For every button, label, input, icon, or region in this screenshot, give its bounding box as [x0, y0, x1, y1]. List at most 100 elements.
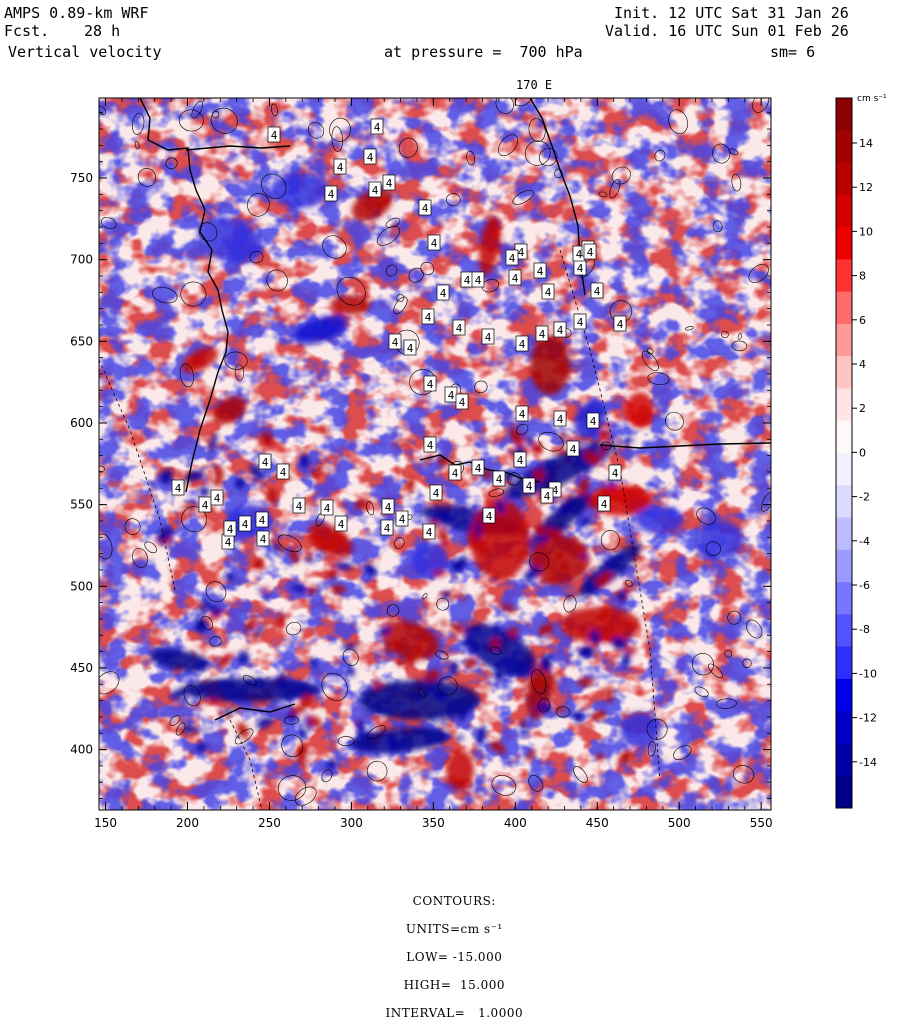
velocity-cell	[610, 636, 628, 650]
x-tick-label: 200	[176, 816, 199, 830]
velocity-cell	[636, 506, 684, 534]
contour-label-box	[380, 519, 394, 536]
contour-line	[396, 294, 405, 302]
contour-label: 4	[242, 518, 249, 531]
contour-line	[386, 604, 400, 617]
contour-label: 4	[577, 262, 584, 275]
velocity-cell	[360, 680, 480, 720]
velocity-cell	[450, 562, 458, 569]
contour-label: 4	[519, 408, 526, 421]
contour-line	[724, 650, 733, 658]
contour-line	[712, 143, 731, 164]
velocity-cell	[482, 469, 493, 479]
meridian-label: 170 E	[516, 78, 553, 92]
contour-label: 4	[427, 378, 434, 391]
contour-label-box	[492, 470, 506, 487]
velocity-cell	[396, 657, 404, 667]
velocity-cell	[236, 722, 249, 739]
velocity-cell	[579, 476, 589, 496]
velocity-cell	[181, 346, 219, 374]
contour-line	[573, 766, 588, 783]
velocity-cell	[463, 623, 537, 677]
contour-label-box	[333, 158, 347, 175]
contour-label-box	[334, 515, 348, 532]
velocity-cell	[249, 464, 265, 480]
velocity-cell	[577, 677, 595, 687]
velocity-cell	[245, 615, 258, 632]
contour-line	[708, 663, 723, 679]
contour-line	[234, 728, 254, 745]
velocity-cell	[383, 645, 391, 655]
contour-line	[209, 636, 222, 647]
contour-label: 4	[367, 151, 374, 164]
contour-line	[481, 279, 500, 293]
contour-line	[528, 775, 544, 792]
contour-line	[715, 698, 737, 709]
x-tick-label: 450	[586, 816, 609, 830]
contour-label-box	[566, 440, 580, 457]
contour-label: 4	[612, 467, 619, 480]
velocity-cell	[599, 429, 609, 439]
contour-line	[531, 669, 547, 695]
contour-line	[694, 686, 709, 698]
contour-label-box	[541, 283, 555, 300]
contour-label-box	[423, 436, 437, 453]
contour-label: 4	[459, 396, 466, 409]
velocity-cell	[387, 733, 398, 750]
contour-label: 4	[448, 389, 455, 402]
velocity-cell	[442, 590, 450, 601]
contour-line	[748, 264, 769, 283]
y-tick-label: 750	[70, 171, 93, 185]
colorbar-label: 0	[859, 446, 866, 459]
velocity-cell	[524, 434, 534, 447]
velocity-cell	[197, 216, 263, 264]
contour-label-box	[223, 520, 237, 537]
velocity-cell	[377, 626, 391, 637]
contour-line	[647, 741, 656, 757]
colorbar-label: -14	[859, 756, 877, 769]
contour-line	[321, 769, 333, 783]
contour-label-box	[320, 499, 334, 516]
contour-label: 4	[456, 322, 463, 335]
contour-label-box	[553, 410, 567, 427]
contour-line	[641, 350, 659, 372]
contour-line	[266, 269, 288, 292]
contour-label-box	[522, 477, 536, 494]
contour-label: 4	[517, 454, 524, 467]
contour-label-box	[382, 174, 396, 191]
colorbar-segment	[836, 711, 852, 744]
velocity-cell	[424, 670, 440, 682]
velocity-cell	[626, 392, 654, 428]
contour-line	[132, 547, 148, 568]
velocity-cell	[286, 712, 299, 722]
colorbar-segment	[836, 646, 852, 680]
contour-label: 4	[539, 328, 546, 341]
contour-line	[152, 286, 178, 304]
velocity-cell	[583, 645, 595, 657]
contour-line	[538, 431, 564, 452]
contour-line	[277, 775, 307, 801]
velocity-cell	[302, 695, 313, 705]
contour-line	[495, 98, 514, 114]
contour-label-box	[292, 497, 306, 514]
field-name: Vertical velocity	[8, 43, 162, 61]
contour-label: 4	[496, 473, 503, 486]
velocity-cell	[520, 719, 526, 733]
contour-line	[696, 507, 716, 525]
contour-label: 4	[259, 514, 266, 527]
contour-label: 4	[552, 484, 559, 497]
velocity-cell	[616, 589, 628, 602]
contour-label-box	[586, 412, 600, 429]
velocity-cell	[559, 501, 573, 513]
contour-line	[393, 296, 408, 315]
velocity-cell	[381, 620, 439, 660]
velocity-cell	[212, 464, 224, 480]
velocity-cell	[268, 487, 277, 507]
x-tick-label: 350	[422, 816, 445, 830]
contour-line	[745, 619, 763, 639]
contour-line	[705, 541, 721, 556]
velocity-cell	[300, 453, 309, 469]
contour-line	[277, 534, 302, 553]
velocity-cell	[606, 479, 618, 488]
